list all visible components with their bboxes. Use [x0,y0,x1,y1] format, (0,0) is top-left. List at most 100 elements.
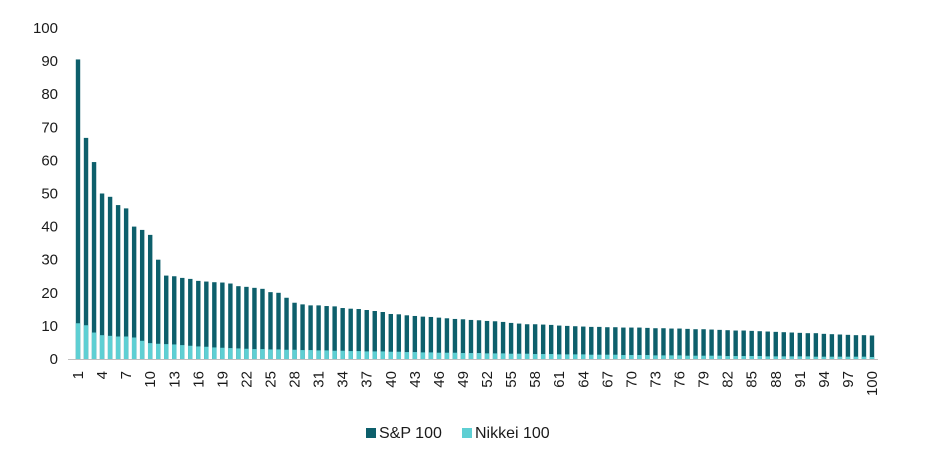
bar [773,356,778,359]
bar [444,352,450,359]
bar [220,347,225,359]
bar [789,356,794,359]
bar [524,324,530,359]
bar [821,333,827,359]
bar [557,354,562,359]
bar [853,356,859,359]
bar [284,297,289,359]
bar [139,340,145,359]
bar [147,343,153,359]
bar [845,334,851,359]
x-tick-label: 37 [359,371,376,388]
bar [468,319,474,359]
bar [356,309,361,359]
x-tick-label: 13 [166,371,183,388]
x-tick-label: 4 [94,371,111,379]
y-tick-label: 60 [41,152,58,169]
bar [356,351,361,359]
x-tick-label: 91 [792,371,809,388]
bar [717,355,722,359]
bar [677,355,682,359]
bar [725,356,730,359]
bar [565,354,570,359]
bar [476,320,482,359]
bar [340,308,345,359]
bar [396,351,402,359]
bar [164,344,169,359]
bar [757,331,762,359]
bar [837,356,843,359]
bar [292,302,297,359]
bar [749,330,754,359]
bar [645,355,650,359]
bar [837,334,843,359]
bar [829,356,835,359]
y-tick-label: 80 [41,86,58,103]
bar [653,355,658,359]
bar [172,276,177,359]
x-tick-label: 52 [479,371,496,388]
bar [380,351,385,359]
bar [765,356,770,359]
bar [83,137,89,359]
y-tick-label: 50 [41,186,58,203]
x-tick-label: 28 [287,371,304,388]
x-tick-label: 10 [142,371,159,388]
bar [91,332,97,359]
bar [845,356,851,359]
bar [156,259,161,359]
bar [597,354,602,359]
bar [548,324,554,359]
bar [524,353,530,359]
bar [420,316,426,359]
legend-swatch-nikkei100 [462,428,472,438]
bar [252,287,257,359]
y-tick-label: 10 [41,318,58,335]
y-tick-label: 100 [33,20,58,37]
bar [75,59,81,359]
bar [733,356,738,359]
bar [83,325,89,359]
bar [252,349,257,359]
x-tick-label: 76 [672,371,689,388]
bar [388,313,393,359]
bar [460,353,466,359]
bar [123,336,129,359]
bar [412,315,418,359]
bar [115,336,121,359]
bar [131,226,137,359]
bar [797,356,803,359]
bar [516,323,522,359]
bar [204,281,209,359]
bar [677,328,682,359]
bar [669,328,674,359]
bar [813,333,819,359]
bar [196,346,201,359]
bar [685,355,690,359]
bar [348,351,353,359]
y-tick-label: 20 [41,285,58,302]
bar [508,353,514,359]
bar [300,350,305,359]
bar [188,278,193,359]
bar [276,349,281,359]
y-tick-label: 0 [50,351,58,368]
x-tick-label: 7 [118,371,135,379]
bar [236,348,241,359]
x-axis-tick-labels: 1 4 7 10 13 16 19 22 25 28 31 34 37 40 43 46 49 52 55 58 61 6… [70,371,881,396]
bar [428,316,434,359]
y-tick-label: 90 [41,53,58,70]
x-tick-label: 58 [527,371,544,388]
bar [236,286,241,359]
bar [172,344,177,359]
bar [372,351,377,359]
x-tick-label: 49 [455,371,472,388]
bar [797,332,803,359]
bar [324,306,329,359]
bar [645,327,650,359]
bar [581,326,586,359]
bar [629,327,634,359]
bar [388,351,393,359]
bar [268,292,273,359]
